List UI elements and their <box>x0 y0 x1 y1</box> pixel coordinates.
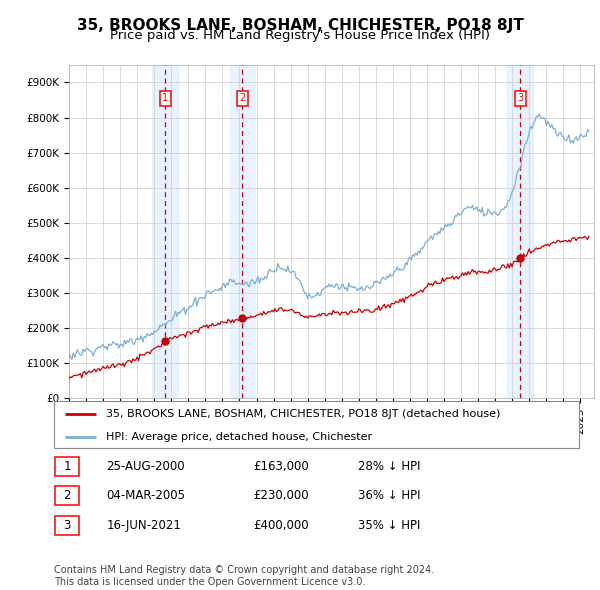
Text: 35, BROOKS LANE, BOSHAM, CHICHESTER, PO18 8JT: 35, BROOKS LANE, BOSHAM, CHICHESTER, PO1… <box>77 18 523 32</box>
Text: Contains HM Land Registry data © Crown copyright and database right 2024.
This d: Contains HM Land Registry data © Crown c… <box>54 565 434 587</box>
Text: £163,000: £163,000 <box>254 460 309 473</box>
Text: 04-MAR-2005: 04-MAR-2005 <box>107 489 185 502</box>
Text: 36% ↓ HPI: 36% ↓ HPI <box>359 489 421 502</box>
Text: 35% ↓ HPI: 35% ↓ HPI <box>359 519 421 532</box>
Text: 28% ↓ HPI: 28% ↓ HPI <box>359 460 421 473</box>
Text: 35, BROOKS LANE, BOSHAM, CHICHESTER, PO18 8JT (detached house): 35, BROOKS LANE, BOSHAM, CHICHESTER, PO1… <box>107 409 501 419</box>
Bar <box>55 516 79 535</box>
Bar <box>507 65 533 398</box>
Bar <box>55 486 79 505</box>
Text: 2: 2 <box>64 489 71 502</box>
Bar <box>152 65 178 398</box>
Text: HPI: Average price, detached house, Chichester: HPI: Average price, detached house, Chic… <box>107 432 373 441</box>
Text: 1: 1 <box>162 93 169 103</box>
Bar <box>55 457 79 476</box>
Text: 3: 3 <box>517 93 523 103</box>
Text: £400,000: £400,000 <box>254 519 309 532</box>
Text: 2: 2 <box>239 93 245 103</box>
Text: 3: 3 <box>64 519 71 532</box>
Text: £230,000: £230,000 <box>254 489 309 502</box>
Text: 16-JUN-2021: 16-JUN-2021 <box>107 519 181 532</box>
Bar <box>230 65 255 398</box>
Text: 1: 1 <box>64 460 71 473</box>
Text: Price paid vs. HM Land Registry's House Price Index (HPI): Price paid vs. HM Land Registry's House … <box>110 30 490 42</box>
Text: 25-AUG-2000: 25-AUG-2000 <box>107 460 185 473</box>
